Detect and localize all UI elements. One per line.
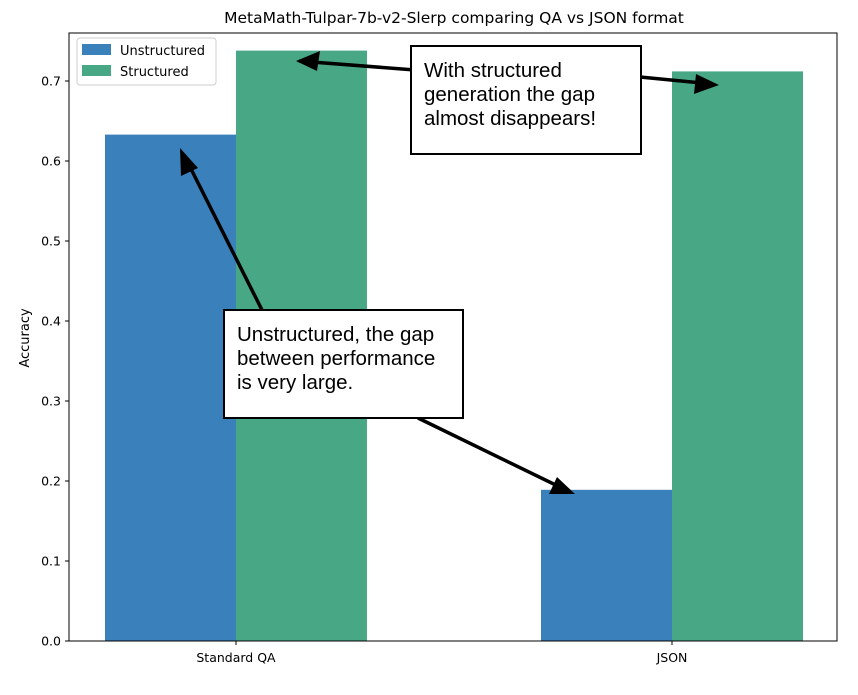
y-tick-label: 0.7 — [41, 74, 61, 89]
y-tick-label: 0.1 — [41, 554, 61, 569]
annotation-structured-gap: With structured generation the gap almos… — [410, 45, 642, 155]
bar-structured-json — [672, 71, 803, 641]
legend-box — [76, 37, 217, 86]
plot-frame — [68, 32, 838, 642]
x-tick-label: Standard QA — [196, 650, 276, 665]
y-tick-label: 0.0 — [41, 634, 61, 649]
bar-unstructured-standard-qa — [105, 134, 236, 641]
arrowhead-json-structured — [694, 74, 719, 94]
annotation-unstructured-gap: Unstructured, the gap between performanc… — [223, 309, 464, 419]
arrow-to-json-unstructured — [417, 416, 569, 493]
bar-unstructured-json — [541, 489, 672, 641]
legend-label-structured: Structured — [120, 65, 189, 80]
y-tick-label: 0.2 — [41, 474, 61, 489]
ticks-layer: 0.0 0.1 0.2 0.3 0.4 0.5 0.6 0.7 Standard QA JSON — [41, 74, 687, 666]
bars-layer — [105, 50, 803, 642]
y-tick-label: 0.3 — [41, 394, 61, 409]
arrowhead-qa-structured — [296, 51, 320, 71]
arrowhead-json-unstructured — [549, 477, 575, 494]
legend-label-unstructured: Unstructured — [120, 44, 205, 59]
y-axis-label: Accuracy — [18, 308, 33, 368]
legend: Unstructured Structured — [76, 37, 217, 86]
arrow-to-qa-structured — [298, 59, 416, 72]
y-tick-label: 0.4 — [41, 314, 61, 329]
legend-swatch-structured — [82, 65, 111, 76]
arrowhead-qa-unstructured — [180, 148, 198, 176]
chart-title: MetaMath-Tulpar-7b-v2-Slerp comparing QA… — [224, 9, 684, 27]
y-tick-label: 0.5 — [41, 234, 61, 249]
annotation-arrows — [180, 51, 719, 494]
legend-swatch-unstructured — [82, 44, 111, 55]
y-tick-label: 0.6 — [41, 154, 61, 169]
x-tick-label: JSON — [656, 650, 688, 665]
arrow-to-qa-unstructured — [182, 154, 264, 311]
